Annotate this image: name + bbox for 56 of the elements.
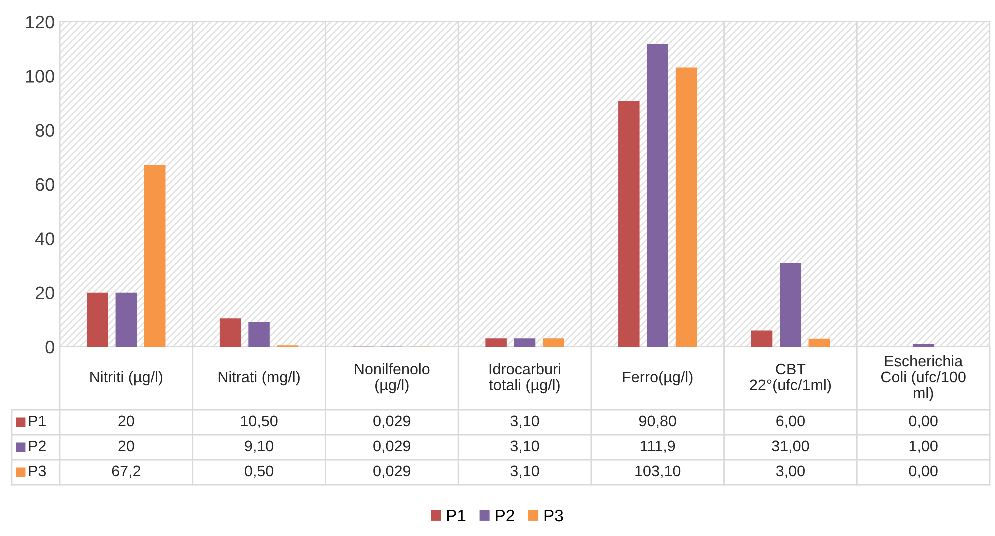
data-label: 6,00 — [776, 416, 805, 428]
bar — [912, 344, 934, 347]
data-label: 0,029 — [374, 466, 411, 478]
bar — [486, 338, 507, 347]
bar — [618, 101, 640, 347]
x-tick-label: Nonilfenolo (µg/l) — [355, 363, 430, 394]
x-tick-label: Nitrati (mg/l) — [218, 371, 300, 386]
x-tick-label: Escherichia Coli (ufc/100 ml) — [881, 355, 966, 402]
data-label: 0,029 — [374, 416, 411, 428]
data-label: 0,50 — [245, 466, 274, 478]
y-tick-label: 120 — [26, 16, 54, 29]
data-label: 0,00 — [909, 466, 938, 478]
bar — [116, 292, 138, 347]
data-label: 10,50 — [241, 416, 278, 428]
data-label: 90,80 — [639, 416, 676, 428]
data-label: 20 — [118, 440, 134, 452]
data-label: 20 — [118, 416, 134, 427]
bar — [780, 263, 802, 347]
y-tick-label: 40 — [35, 232, 54, 246]
bar — [514, 338, 536, 347]
bar — [808, 338, 830, 347]
data-label: 0,00 — [909, 416, 938, 428]
text: P2 — [496, 510, 514, 522]
data-label: 1,00 — [910, 440, 938, 454]
text: P1 — [447, 510, 466, 522]
bar — [647, 44, 668, 347]
bar — [676, 68, 698, 347]
bar — [144, 165, 166, 347]
data-label: 3,00 — [776, 466, 805, 478]
y-tick-label: 0 — [46, 340, 54, 354]
bar — [751, 330, 773, 347]
bar — [220, 318, 242, 347]
x-tick-label: Idrocarburi totali (µg/l) — [489, 363, 560, 394]
legend-label: P3 — [29, 466, 46, 477]
x-tick-label: Ferro(µg/l) — [623, 371, 693, 386]
bar — [248, 322, 270, 347]
data-label: 3,10 — [510, 440, 540, 454]
data-label: 103,10 — [636, 466, 681, 478]
bar — [543, 338, 564, 347]
x-tick-label: CBT 22°(ufc/1ml) — [750, 364, 832, 394]
text: P3 — [544, 510, 564, 522]
data-label: 67,2 — [112, 466, 141, 478]
y-tick-label: 20 — [36, 286, 54, 300]
y-tick-label: 60 — [36, 178, 54, 192]
y-tick-label: 100 — [26, 70, 54, 83]
data-label: 3,10 — [510, 416, 540, 428]
data-label: 3,10 — [510, 466, 540, 478]
x-tick-label: Nitriti (µg/l) — [90, 371, 163, 386]
bar — [87, 292, 108, 347]
data-label: 111,9 — [641, 440, 676, 454]
data-label: 0,029 — [374, 440, 411, 454]
data-label: 9,10 — [245, 440, 274, 454]
data-label: 31,00 — [772, 440, 810, 454]
y-tick-label: 80 — [36, 124, 54, 138]
legend-label: P2 — [29, 440, 46, 452]
legend-label: P1 — [29, 416, 46, 426]
